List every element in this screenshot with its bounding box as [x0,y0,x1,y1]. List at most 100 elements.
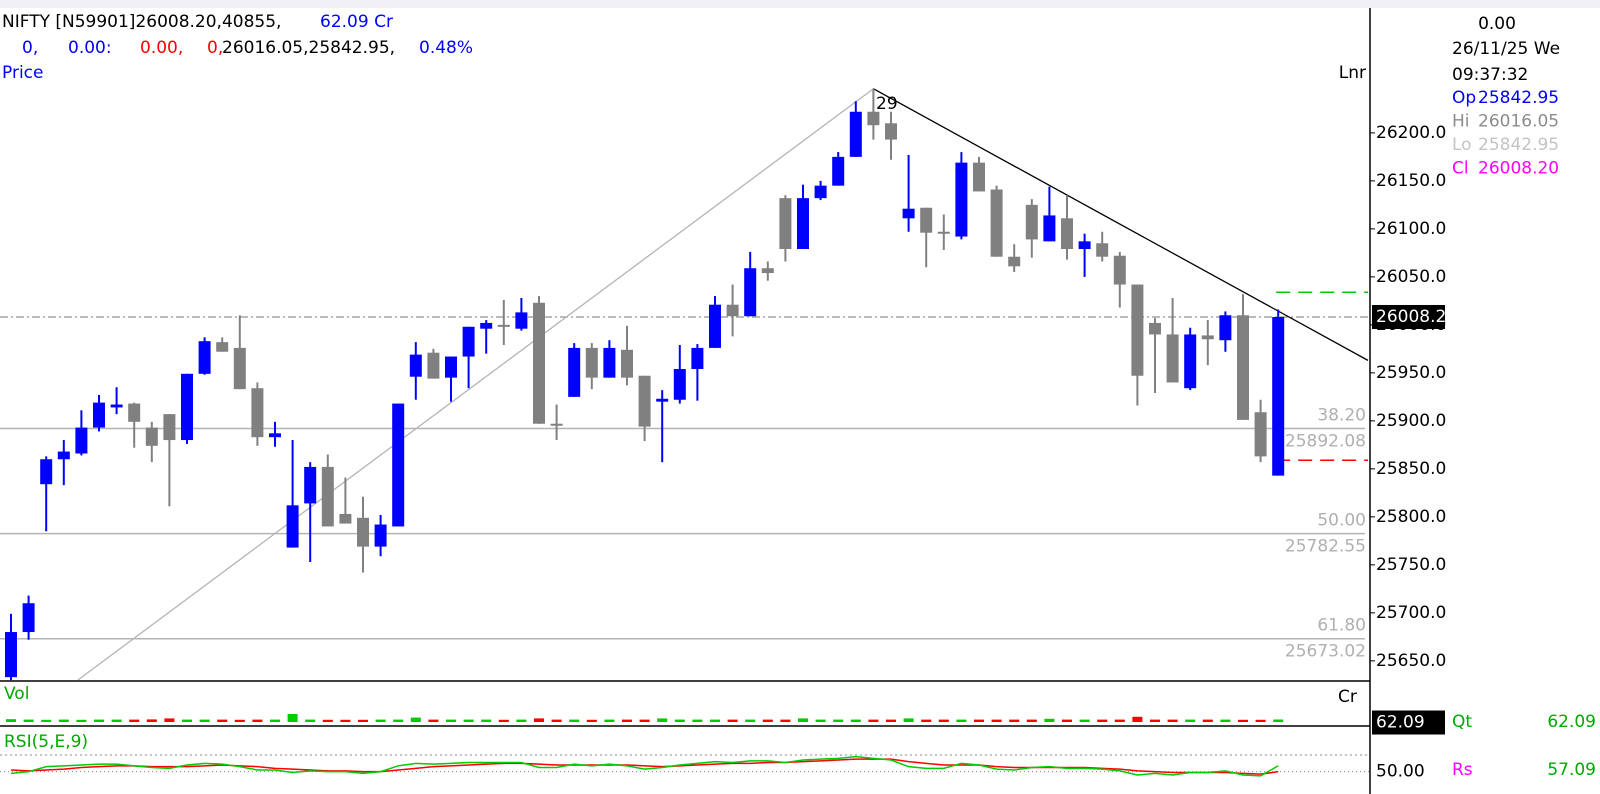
y-tick-label: 25950.0 [1376,363,1446,383]
candle-body [1096,243,1109,257]
candle-body [427,352,440,379]
candle-body [515,312,528,329]
candle-body [885,123,897,140]
info-label: Op [1452,88,1476,108]
y-tick-label: 26200.0 [1376,123,1446,143]
candle-body [533,302,545,424]
volume-bar [287,714,298,722]
candle-body [709,304,721,348]
volume-bar [305,719,316,722]
rsi-tick-label: 50.00 [1376,762,1425,782]
volume-bar [182,719,192,722]
volume-bar [270,719,280,722]
volume-bar [551,719,562,722]
price-tag-label: 26008.2 [1376,307,1446,327]
volume-bar [58,719,69,722]
candle-body [1184,334,1197,389]
volume-bar [850,719,861,722]
volume-bar [974,719,984,722]
candle-body [1008,256,1021,267]
volume-bar [1238,719,1248,722]
candle-body [40,459,53,485]
volume-bar [1044,718,1055,722]
volume-bar [639,719,650,722]
volume-bar [903,718,914,722]
volume-bar [938,719,949,722]
volume-bar [1185,719,1196,722]
volume-bar [833,719,844,722]
scale-label: Lnr [1339,63,1366,83]
volume-bar [745,719,756,722]
candle-body [409,354,422,377]
candle-body [937,231,950,234]
volume-bar [692,719,703,722]
info-label: Cl [1452,159,1469,179]
volume-unit: Cr [1338,687,1357,707]
candle-body [673,369,686,400]
volume-bar [1026,719,1037,722]
fib-value: 25892.08 [1285,431,1366,451]
fib-value: 25673.02 [1285,642,1366,662]
header-text: 0.48% [419,38,473,58]
volume-bar [375,719,386,722]
candle-body [286,505,299,548]
volume-bar [780,719,791,722]
rsi-signal-line [10,758,1279,775]
candle-body [1043,215,1056,242]
volume-bar [1079,719,1090,722]
candle-body [920,207,933,233]
candle-body [990,189,1003,257]
candle-body [603,347,616,378]
candle-body [973,162,985,192]
volume-bar [41,719,52,722]
info-time: 09:37:32 [1452,65,1528,85]
candle-body [797,198,809,250]
volume-bar [340,719,351,722]
volume-bar [1009,719,1020,722]
volume-bar [622,719,632,722]
candle-body [497,324,510,327]
candle-body [1254,412,1267,457]
candle-body [251,388,264,438]
volume-bar [956,719,967,722]
header-text: 0, [207,38,223,58]
volume-bar [1132,716,1143,722]
y-tick-label: 26150.0 [1376,171,1446,191]
volume-bar [498,719,509,722]
candle-body [216,342,229,352]
fib-ratio: 38.20 [1317,405,1366,425]
candle-body [93,402,105,428]
panel-label: Price [2,63,43,83]
annotation: 29 [876,94,898,114]
info-value: 26016.05 [1478,112,1559,132]
candle-body [550,423,563,426]
volume-bar [358,719,368,722]
volume-bar [569,719,580,722]
candle-body [357,517,369,547]
volume-bar [516,719,527,722]
info-label: Hi [1452,112,1470,132]
candle-body [761,268,774,274]
candle-body [339,513,352,524]
volume-bar [586,719,597,722]
candle-body [374,524,387,547]
volume-bar [76,719,87,722]
candle-body [955,162,968,237]
volume-bar [727,719,738,722]
candle-body [5,632,17,678]
candle-body [128,403,141,422]
candle-body [1131,284,1144,376]
candle-body [181,373,193,441]
volume-bar [199,719,210,722]
volume-bar [481,719,492,722]
volume-bar [393,719,404,722]
candle-body [779,198,792,250]
candle-body [110,404,123,408]
volume-bar [798,718,808,722]
candle-body [1219,315,1232,341]
candle-body [1201,335,1214,340]
candle-body [585,347,598,378]
y-tick-label: 25900.0 [1376,411,1446,431]
volume-bar [463,719,474,722]
volume-bar [410,717,421,722]
